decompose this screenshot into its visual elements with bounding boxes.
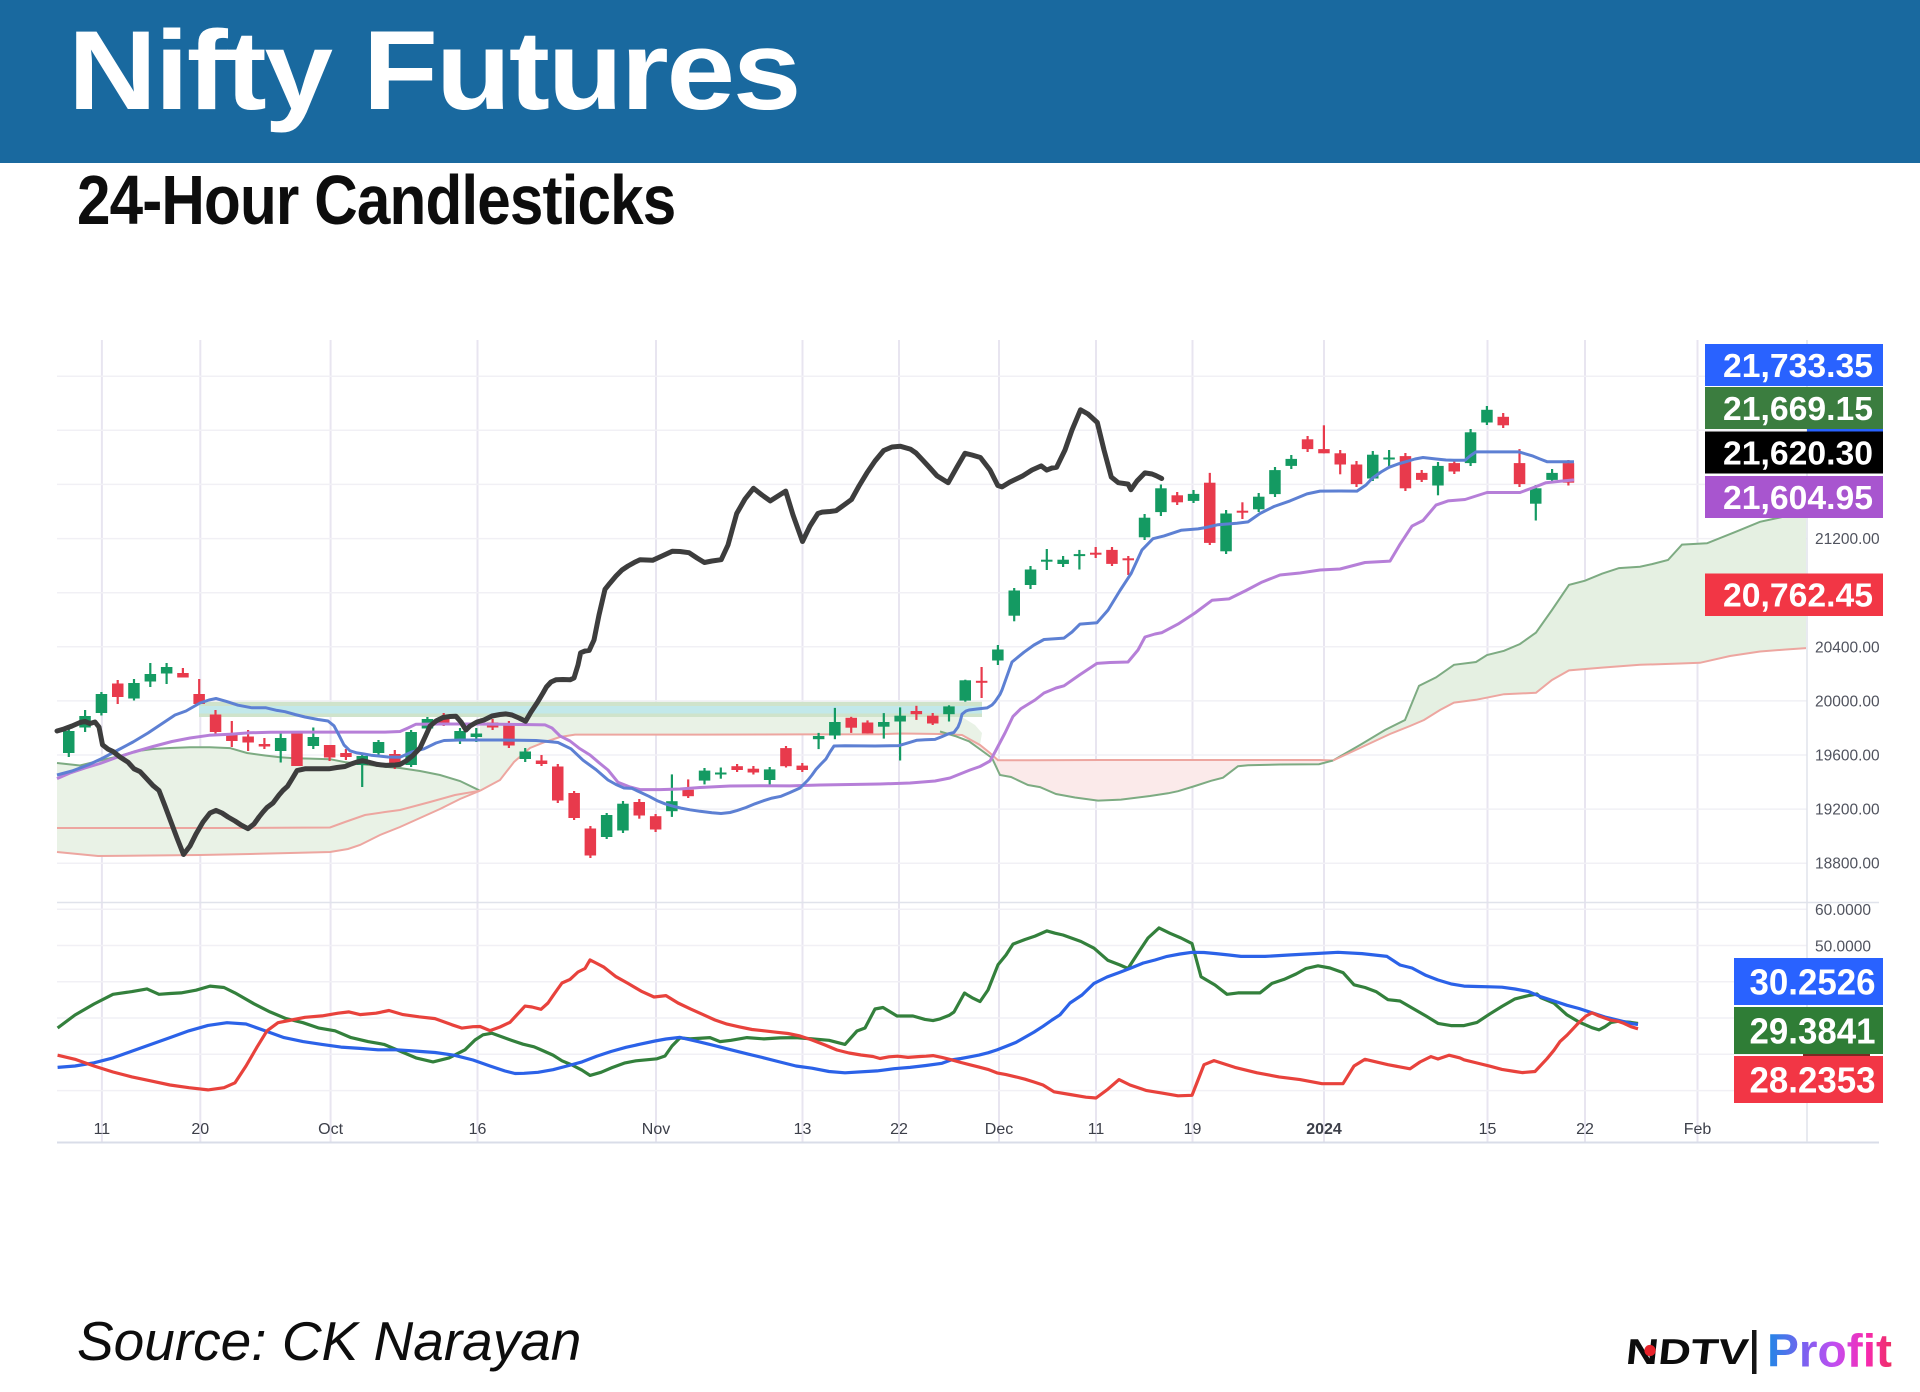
svg-text:16: 16 <box>469 1121 487 1138</box>
svg-text:21200.00: 21200.00 <box>1815 531 1880 548</box>
svg-text:28.2353: 28.2353 <box>1750 1059 1876 1100</box>
svg-text:Profit: Profit <box>1767 1326 1892 1377</box>
svg-text:21,669.15: 21,669.15 <box>1723 390 1873 427</box>
svg-text:19: 19 <box>1184 1121 1202 1138</box>
svg-text:50.0000: 50.0000 <box>1815 938 1871 955</box>
svg-text:21,733.35: 21,733.35 <box>1723 347 1873 384</box>
svg-text:19200.00: 19200.00 <box>1815 802 1880 819</box>
svg-text:18800.00: 18800.00 <box>1815 856 1880 873</box>
svg-text:60.0000: 60.0000 <box>1815 902 1871 919</box>
svg-text:20,762.45: 20,762.45 <box>1723 577 1873 614</box>
svg-text:Dec: Dec <box>985 1121 1013 1138</box>
svg-text:Oct: Oct <box>318 1121 343 1138</box>
svg-text:22: 22 <box>890 1121 908 1138</box>
svg-text:19600.00: 19600.00 <box>1815 748 1880 765</box>
svg-text:29.3841: 29.3841 <box>1750 1010 1876 1051</box>
svg-text:11: 11 <box>1088 1121 1105 1138</box>
svg-text:22: 22 <box>1576 1121 1594 1138</box>
svg-text:30.2526: 30.2526 <box>1750 961 1876 1002</box>
svg-text:21,604.95: 21,604.95 <box>1723 479 1873 516</box>
svg-text:21,620.30: 21,620.30 <box>1723 434 1873 471</box>
svg-text:20400.00: 20400.00 <box>1815 639 1880 656</box>
svg-text:15: 15 <box>1479 1121 1497 1138</box>
svg-text:20000.00: 20000.00 <box>1815 693 1880 710</box>
svg-text:2024: 2024 <box>1306 1121 1342 1138</box>
svg-text:13: 13 <box>794 1121 812 1138</box>
svg-text:Feb: Feb <box>1684 1121 1712 1138</box>
svg-text:NDTV: NDTV <box>1624 1331 1750 1372</box>
svg-text:20: 20 <box>191 1121 209 1138</box>
svg-text:Nov: Nov <box>642 1121 670 1138</box>
svg-text:11: 11 <box>94 1121 111 1138</box>
